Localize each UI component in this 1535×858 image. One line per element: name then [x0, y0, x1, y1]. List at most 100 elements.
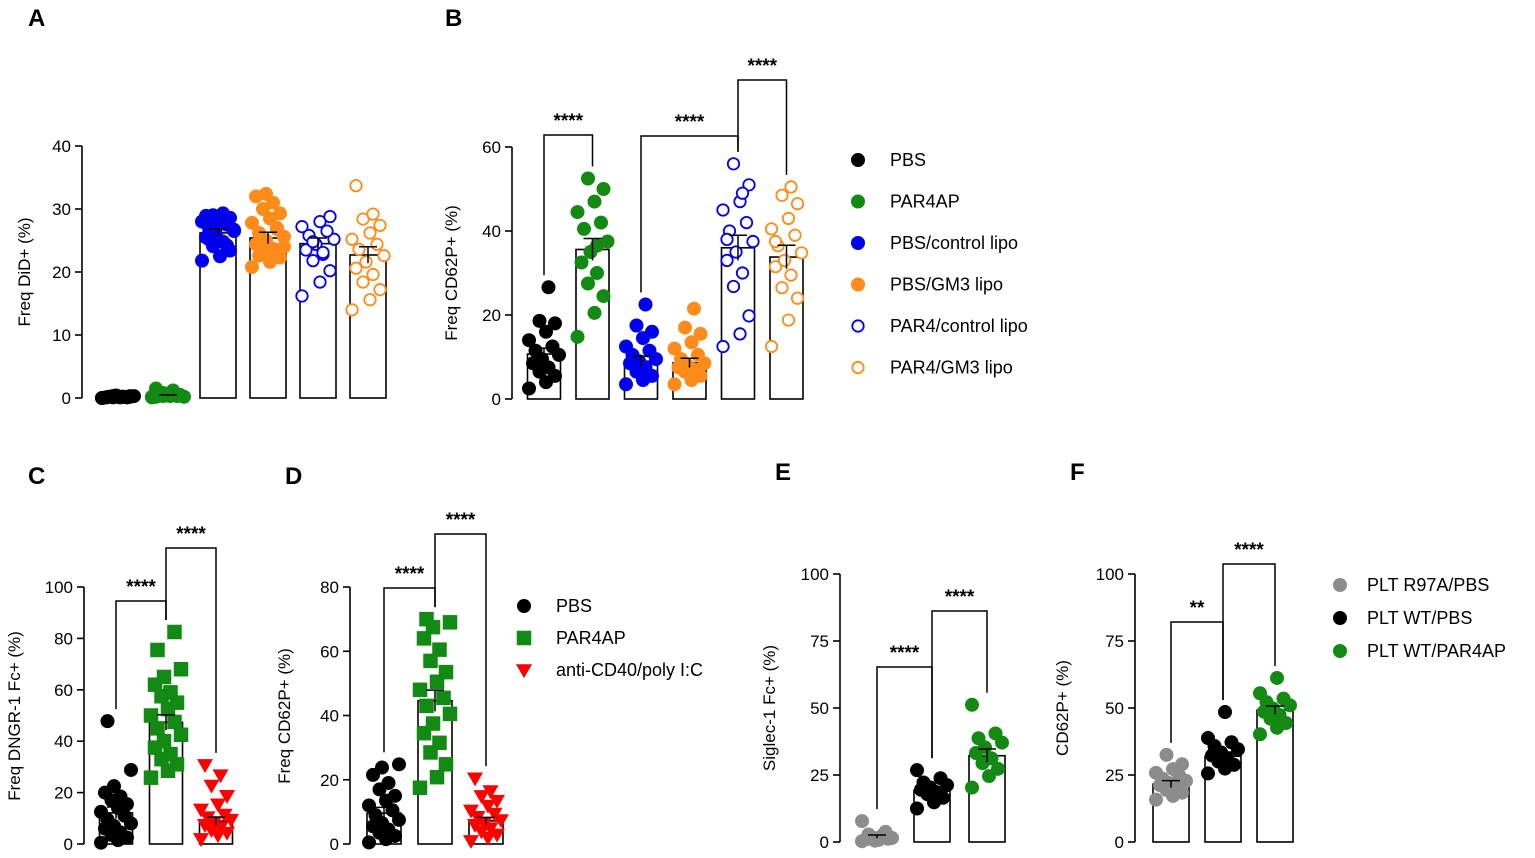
y-tick-label: 40	[52, 137, 71, 156]
data-point	[693, 326, 708, 341]
data-point	[196, 759, 214, 773]
y-axis-label: Freq DiD+ (%)	[15, 217, 34, 326]
data-point	[256, 202, 270, 216]
group-3	[667, 301, 712, 400]
data-point	[124, 762, 138, 777]
data-point	[373, 218, 387, 232]
data-point	[212, 769, 229, 784]
significance-label: ****	[446, 510, 476, 531]
legend-item-label: PLT R97A/PBS	[1367, 575, 1489, 595]
bracket-line	[543, 134, 594, 276]
data-point	[220, 238, 234, 253]
data-point	[199, 208, 213, 223]
data-point	[515, 664, 533, 679]
data-point	[362, 798, 376, 813]
panel-e: E 0 25 50 75 100 Siglec-1 Fc+ (%) **** ****	[760, 459, 1009, 852]
data-point	[768, 260, 783, 274]
y-tick-label: 30	[52, 200, 71, 219]
data-point	[965, 697, 979, 712]
data-point	[113, 789, 128, 804]
data-point	[442, 615, 458, 630]
bracket-line	[931, 610, 988, 759]
data-point	[277, 239, 291, 254]
legend-item-label: PAR4/control lipo	[890, 316, 1028, 336]
group-0	[855, 814, 899, 849]
data-point	[466, 772, 484, 787]
panel-letter: F	[1070, 459, 1085, 486]
y-tick-label: 25	[1105, 766, 1124, 785]
data-point	[352, 242, 366, 256]
data-point	[100, 714, 115, 729]
data-point	[642, 343, 657, 358]
group-0	[1149, 747, 1193, 843]
data-point	[764, 222, 779, 236]
data-point	[1276, 691, 1291, 706]
data-point	[851, 277, 865, 292]
data-point	[99, 390, 113, 405]
data-point	[984, 751, 999, 766]
significance-label: ****	[675, 112, 705, 133]
data-point	[1149, 765, 1163, 780]
data-point	[516, 630, 532, 646]
y-tick-label: 50	[810, 699, 829, 718]
bracket-line	[434, 533, 487, 767]
group-1	[412, 611, 458, 845]
data-point	[1201, 731, 1215, 746]
data-point	[1224, 735, 1239, 750]
data-point	[965, 780, 979, 795]
data-point	[156, 733, 172, 749]
data-point	[419, 698, 434, 714]
data-point	[667, 377, 682, 392]
significance-bracket: ****	[737, 56, 788, 175]
panel-a: A 0 10 20 30 40 Freq DiD+ (%)	[15, 5, 391, 408]
data-point	[991, 761, 1005, 776]
data-point	[733, 327, 747, 341]
bracket-line	[165, 547, 217, 753]
group-0	[522, 280, 566, 400]
data-point	[163, 685, 178, 700]
data-point	[488, 794, 506, 809]
data-point	[373, 283, 387, 297]
y-axis-label: Freq CD62P+ (%)	[275, 648, 294, 784]
group-5	[764, 180, 809, 400]
data-point	[794, 246, 809, 260]
y-tick-label: 40	[320, 707, 339, 726]
data-point	[438, 664, 454, 680]
data-point	[227, 222, 241, 237]
data-point	[432, 735, 447, 751]
y-tick-label: 0	[492, 390, 501, 409]
y-tick-label: 100	[1096, 565, 1124, 584]
data-point	[539, 324, 553, 339]
data-point	[173, 661, 189, 677]
data-point	[1218, 705, 1232, 720]
group-0	[362, 757, 406, 850]
data-point	[581, 171, 595, 186]
data-point	[570, 205, 585, 220]
data-point	[548, 316, 562, 331]
data-point	[370, 237, 384, 251]
panel-letter: A	[28, 5, 45, 32]
legend: PLT R97A/PBS PLT WT/PBS PLT WT/PAR4AP	[1333, 575, 1506, 661]
data-point	[295, 220, 309, 234]
data-point	[416, 631, 432, 646]
data-point	[916, 775, 931, 790]
group-2	[619, 297, 663, 400]
y-axis-label: Freq CD62P+ (%)	[442, 205, 461, 341]
data-point	[442, 706, 458, 722]
legend-item-label: anti-CD40/poly I:C	[556, 660, 703, 680]
significance-label: ****	[176, 524, 206, 545]
y-tick-label: 0	[64, 835, 73, 854]
data-point	[295, 289, 309, 303]
data-point	[729, 245, 743, 259]
data-point	[94, 835, 108, 850]
data-point	[392, 812, 406, 827]
data-point	[684, 335, 699, 350]
data-point	[432, 642, 447, 657]
legend: PBS PAR4AP anti-CD40/poly I:C	[515, 596, 703, 680]
panel-letter: E	[775, 459, 791, 486]
data-point	[541, 280, 556, 295]
data-point	[764, 339, 779, 354]
data-point	[638, 297, 653, 312]
data-point	[366, 767, 380, 782]
panel-letter: D	[285, 463, 302, 490]
